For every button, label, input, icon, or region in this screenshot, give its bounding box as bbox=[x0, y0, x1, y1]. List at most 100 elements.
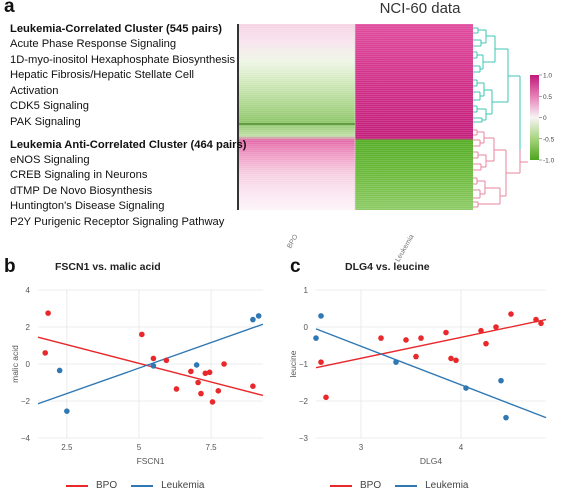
legend-swatch-bpo bbox=[66, 484, 88, 487]
legend-swatch-leukemia bbox=[395, 484, 418, 487]
x-tick-label: 2.5 bbox=[61, 443, 73, 452]
point-leukemia bbox=[503, 414, 509, 421]
colorbar-tick-label: -0.5 bbox=[543, 136, 555, 143]
legend-label-bpo: BPO bbox=[360, 480, 382, 491]
point-bpo bbox=[443, 329, 449, 336]
point-bpo bbox=[163, 357, 170, 364]
legend-label-leukemia: Leukemia bbox=[425, 480, 469, 491]
heatmap-column-label-bpo: BPO bbox=[286, 233, 300, 250]
y-tick-label: −2 bbox=[21, 397, 31, 406]
pathway-item: eNOS Signaling bbox=[10, 153, 90, 166]
pathway-item: Acute Phase Response Signaling bbox=[10, 38, 177, 50]
point-bpo bbox=[533, 316, 539, 323]
point-leukemia bbox=[255, 313, 262, 319]
point-bpo bbox=[139, 331, 145, 338]
dendrogram-anticorrelated bbox=[473, 129, 528, 208]
y-tick-label: −3 bbox=[299, 434, 309, 443]
x-axis-label: DLG4 bbox=[420, 456, 442, 466]
point-bpo bbox=[378, 335, 384, 341]
point-leukemia bbox=[393, 359, 399, 365]
fit-line-leukemia bbox=[315, 328, 547, 419]
point-bpo bbox=[478, 327, 484, 334]
colorbar-tick-label: 0.5 bbox=[543, 94, 552, 101]
chart-title: FSCN1 vs. malic acid bbox=[55, 261, 161, 273]
fit-line-leukemia bbox=[37, 323, 264, 405]
y-tick-label: 1 bbox=[304, 286, 309, 295]
x-tick-label: 7.5 bbox=[206, 443, 218, 452]
point-bpo bbox=[538, 320, 544, 327]
point-leukemia bbox=[318, 313, 324, 319]
colorbar-ticks: 1.0 0.5 0 -0.5 -1.0 bbox=[539, 73, 555, 165]
point-bpo bbox=[215, 388, 222, 394]
panel-letter-c: c bbox=[290, 256, 301, 277]
dendrogram-correlated bbox=[473, 27, 521, 150]
scatter-chart-fscn1: FSCN1 vs. malic acid −4 −2 0 2 4 2.5 5 7.5 FSCN1 m… bbox=[10, 261, 264, 466]
point-bpo bbox=[206, 369, 213, 376]
colorbar-tick-label: -1.0 bbox=[543, 158, 555, 165]
point-leukemia bbox=[150, 363, 157, 369]
colorbar-tick-label: 0 bbox=[543, 115, 547, 122]
point-bpo bbox=[173, 386, 180, 392]
panel-letter-b: b bbox=[4, 256, 16, 277]
dendrogram bbox=[473, 27, 528, 208]
legend-label-leukemia: Leukemia bbox=[161, 480, 205, 491]
pathway-item: P2Y Purigenic Receptor Signaling Pathway bbox=[10, 215, 225, 228]
point-bpo bbox=[221, 361, 227, 367]
legend-b: BPO Leukemia bbox=[66, 480, 204, 491]
pathway-item: PAK Signaling bbox=[10, 115, 81, 128]
point-leukemia bbox=[56, 367, 63, 374]
point-bpo bbox=[323, 394, 329, 401]
scatter-chart-dlg4: DLG4 vs. leucine −3 −2 −1 0 1 3 4 DLG4 leucine bbox=[288, 261, 547, 466]
y-tick-label: −1 bbox=[299, 360, 309, 369]
x-tick-label: 3 bbox=[359, 443, 364, 452]
point-bpo bbox=[42, 350, 49, 356]
anticorrelated-cluster-title: Leukemia Anti-Correlated Cluster (464 pa… bbox=[10, 138, 247, 151]
colorbar-tick-label: 1.0 bbox=[543, 73, 552, 80]
legend-swatch-bpo bbox=[330, 484, 352, 487]
y-tick-label: −4 bbox=[21, 434, 31, 443]
point-bpo bbox=[202, 370, 209, 377]
y-axis-label: malic acid bbox=[10, 345, 20, 383]
legend-swatch-leukemia bbox=[131, 484, 154, 487]
y-tick-label: 0 bbox=[26, 360, 31, 369]
point-bpo bbox=[453, 357, 459, 364]
correlated-cluster-title: Leukemia-Correlated Cluster (545 pairs) bbox=[10, 23, 223, 35]
point-leukemia bbox=[498, 377, 504, 384]
legend-label-bpo: BPO bbox=[96, 480, 118, 491]
fit-line-bpo bbox=[315, 318, 547, 369]
heatmap-texture bbox=[239, 24, 473, 210]
point-bpo bbox=[250, 383, 256, 390]
point-leukemia bbox=[463, 385, 469, 391]
y-tick-label: −2 bbox=[299, 397, 309, 406]
point-bpo bbox=[493, 324, 499, 330]
chart-title: DLG4 vs. leucine bbox=[345, 261, 430, 273]
point-bpo bbox=[195, 379, 201, 386]
heatmap-column-label-leukemia: Leukemia bbox=[394, 233, 415, 263]
pathway-item: 1D-myo-inositol Hexaphosphate Biosynthes… bbox=[10, 53, 236, 66]
y-tick-label: 2 bbox=[26, 323, 31, 332]
point-bpo bbox=[418, 335, 424, 341]
x-tick-label: 4 bbox=[459, 443, 464, 452]
heatmap-title: NCI-60 data bbox=[379, 0, 461, 17]
point-bpo bbox=[483, 340, 489, 347]
pathway-item: dTMP De Novo Biosynthesis bbox=[10, 184, 153, 197]
point-leukemia bbox=[193, 362, 200, 368]
pathway-item: CDK5 Signaling bbox=[10, 100, 89, 113]
fit-line-bpo bbox=[37, 336, 264, 397]
colorbar: 1.0 0.5 0 -0.5 -1.0 bbox=[530, 73, 555, 165]
pathway-list: Leukemia-Correlated Cluster (545 pairs) … bbox=[10, 22, 247, 231]
pathway-item: Hepatic Fibrosis/Hepatic Stellate Cell bbox=[10, 69, 195, 82]
legend-c: BPO Leukemia bbox=[330, 480, 468, 491]
point-bpo bbox=[198, 390, 204, 397]
point-bpo bbox=[150, 355, 157, 362]
y-tick-label: 4 bbox=[26, 286, 31, 295]
point-bpo bbox=[45, 310, 51, 316]
panel-letter-a: a bbox=[4, 0, 15, 17]
x-axis-label: FSCN1 bbox=[137, 456, 165, 466]
point-bpo bbox=[318, 359, 324, 365]
y-axis-label: leucine bbox=[288, 350, 298, 377]
y-tick-label: 0 bbox=[304, 323, 309, 332]
colorbar-gradient bbox=[530, 75, 539, 160]
point-bpo bbox=[448, 355, 454, 362]
x-tick-label: 5 bbox=[137, 443, 142, 452]
